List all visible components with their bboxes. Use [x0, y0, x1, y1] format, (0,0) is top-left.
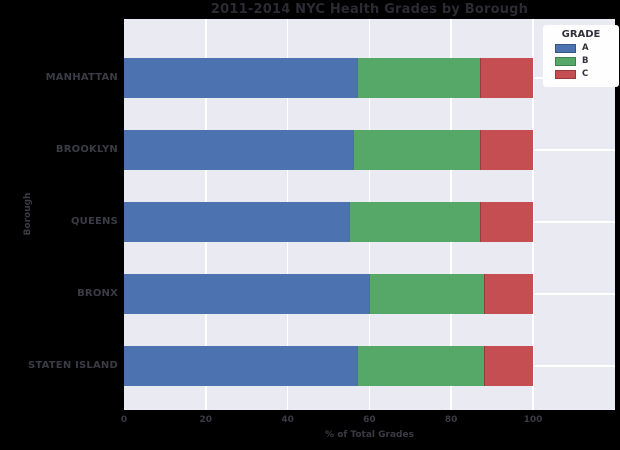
x-tick-label: 0 [120, 415, 128, 425]
bar-row [124, 202, 615, 242]
bar-segment-a [124, 58, 358, 98]
x-axis-label: % of Total Grades [325, 430, 414, 440]
x-tick-label: 100 [523, 415, 543, 425]
bar-row [124, 346, 615, 386]
legend-item-label: B [582, 56, 589, 66]
bar-row [124, 274, 615, 314]
y-tick-label: BRONX [77, 288, 118, 299]
bar-segment-a [124, 274, 370, 314]
legend-item: C [555, 69, 613, 79]
legend-swatch-b [555, 56, 576, 66]
bar-segment-c [479, 202, 533, 242]
legend-swatch-a [555, 43, 576, 53]
legend-item: A [555, 43, 613, 53]
bar-segment-b [348, 202, 480, 242]
x-tick-label: 40 [281, 415, 294, 425]
bar-segment-c [479, 58, 533, 98]
legend-item-label: C [582, 69, 589, 79]
legend-title: GRADE [561, 29, 601, 40]
bar-segment-b [369, 274, 484, 314]
bar-segment-b [357, 346, 484, 386]
y-axis-label: Borough [23, 192, 33, 236]
bar-segment-a [124, 130, 354, 170]
legend-item-label: A [582, 43, 589, 53]
gridline-vertical [532, 19, 534, 410]
bar-segment-a [124, 202, 349, 242]
x-tick-label: 80 [444, 415, 458, 425]
y-tick-label: MANHATTAN [45, 72, 118, 83]
bar-segment-c [483, 274, 533, 314]
x-tick-label: 60 [363, 415, 376, 425]
x-tick-label: 20 [199, 415, 213, 425]
bar-row [124, 58, 615, 98]
bar-segment-c [483, 346, 533, 386]
bar-segment-b [357, 58, 480, 98]
bar-segment-a [124, 346, 358, 386]
y-tick-label: BROOKLYN [55, 144, 118, 155]
y-tick-label: STATEN ISLAND [27, 360, 118, 371]
chart-title: 2011-2014 NYC Health Grades by Borough [210, 2, 529, 17]
legend-item: B [555, 56, 613, 66]
plot-area [124, 19, 615, 410]
legend-swatch-c [555, 69, 576, 79]
bar-segment-b [353, 130, 480, 170]
bar-segment-c [479, 130, 533, 170]
y-tick-label: QUEENS [70, 216, 118, 227]
bar-row [124, 130, 615, 170]
